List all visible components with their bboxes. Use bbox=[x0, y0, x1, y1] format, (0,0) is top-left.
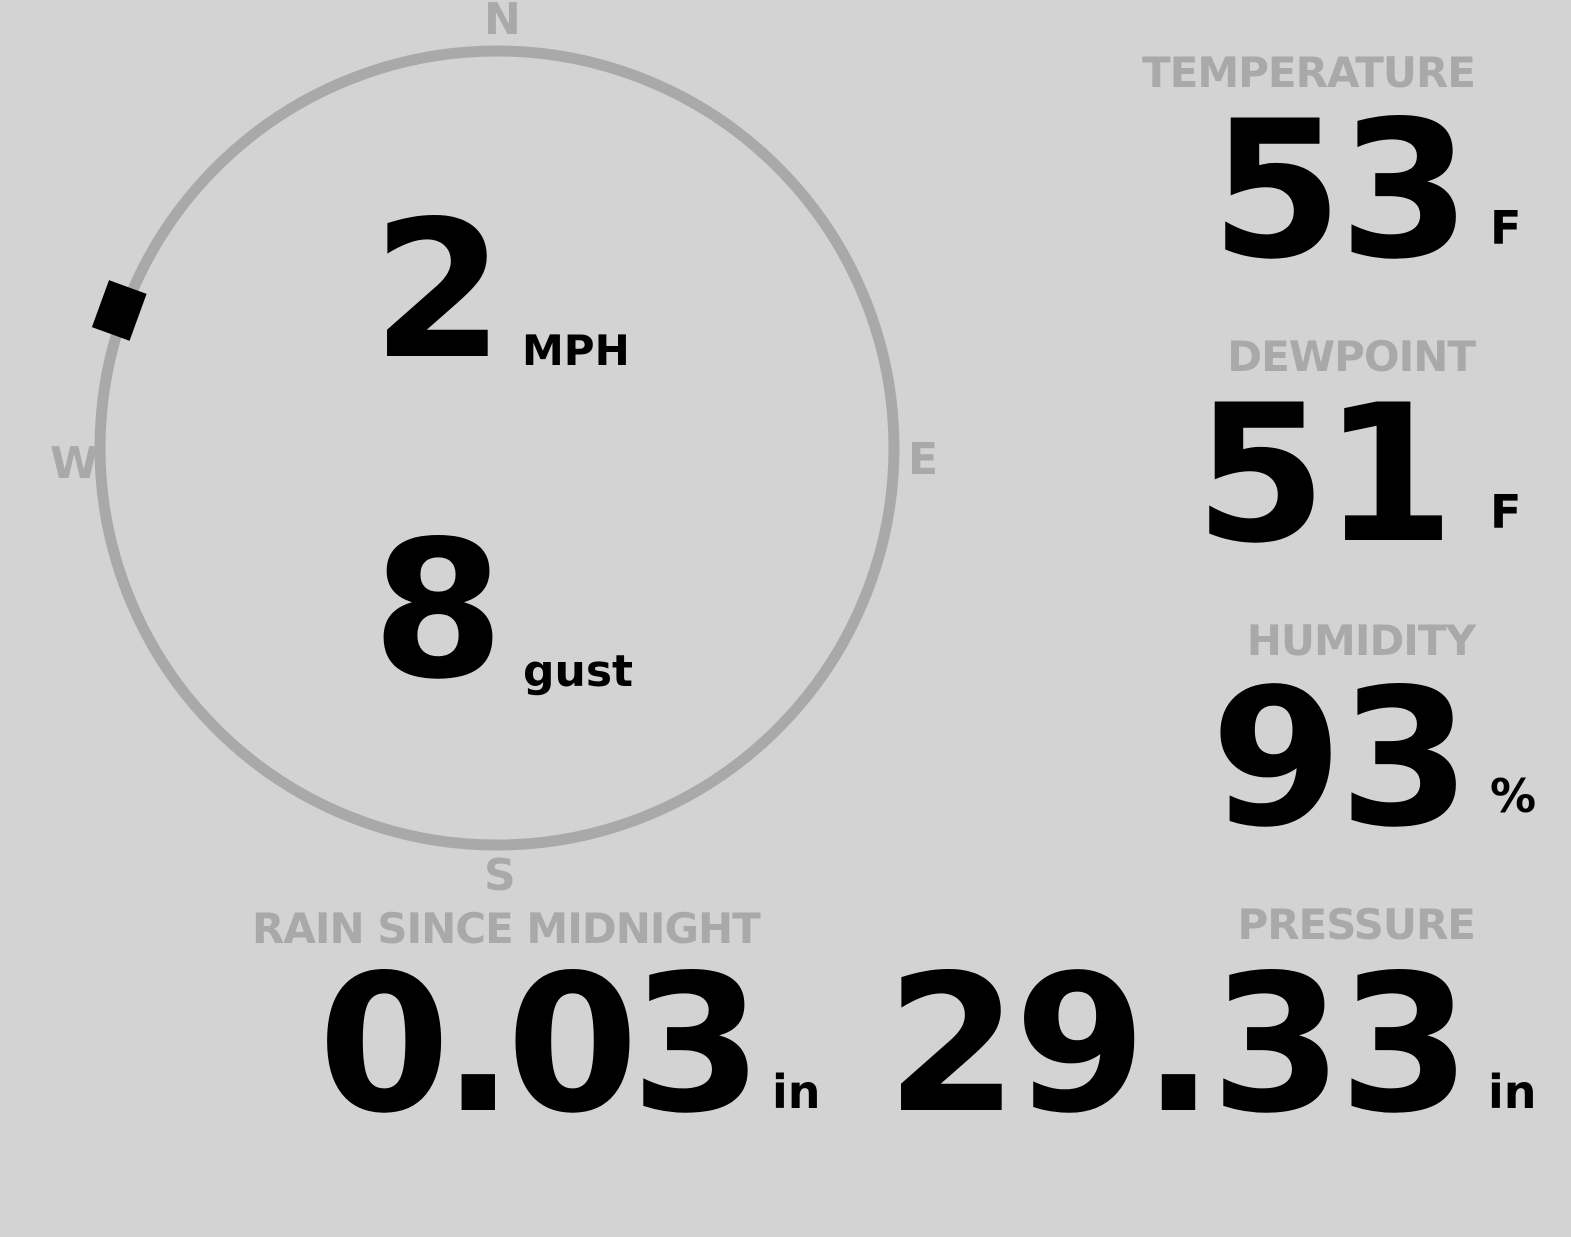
humidity-unit: % bbox=[1490, 769, 1537, 823]
rain-value: 0.03 bbox=[318, 934, 763, 1155]
wind-compass bbox=[91, 45, 900, 851]
pressure-value: 29.33 bbox=[886, 934, 1471, 1155]
temperature-value: 53 bbox=[1210, 80, 1471, 301]
pressure-unit: in bbox=[1488, 1065, 1537, 1119]
compass-south: S bbox=[484, 850, 516, 901]
dewpoint-label: DEWPOINT bbox=[1227, 332, 1476, 381]
rain-label: RAIN SINCE MIDNIGHT bbox=[252, 904, 761, 953]
dewpoint-unit: F bbox=[1490, 485, 1522, 539]
wind-direction-marker bbox=[91, 280, 147, 341]
humidity-label: HUMIDITY bbox=[1246, 616, 1476, 665]
compass-east: E bbox=[908, 434, 939, 485]
wind-gust-value: 8 bbox=[372, 500, 504, 721]
compass-west: W bbox=[50, 438, 99, 489]
wind-speed-unit: MPH bbox=[522, 326, 630, 375]
humidity-value: 93 bbox=[1210, 648, 1471, 869]
compass-ring bbox=[94, 45, 900, 851]
compass-north: N bbox=[484, 0, 521, 45]
dewpoint-value: 51 bbox=[1194, 364, 1455, 585]
wind-speed-value: 2 bbox=[372, 180, 504, 401]
temperature-unit: F bbox=[1490, 201, 1522, 255]
pressure-label: PRESSURE bbox=[1237, 900, 1476, 949]
wind-gust-label: gust bbox=[523, 646, 634, 697]
temperature-label: TEMPERATURE bbox=[1142, 48, 1476, 97]
rain-unit: in bbox=[772, 1065, 821, 1119]
